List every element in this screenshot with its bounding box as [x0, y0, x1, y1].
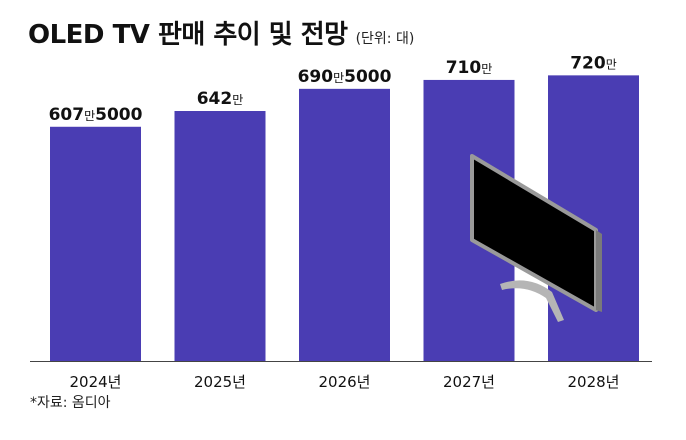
chart-title: OLED TV 판매 추이 및 전망	[28, 20, 348, 50]
x-tick-label-2: 2026년	[319, 373, 371, 391]
data-label-1: 642만	[197, 89, 244, 109]
x-tick-label-0: 2024년	[70, 373, 122, 391]
data-label-4: 720만	[570, 53, 617, 73]
tv-illustration	[470, 154, 602, 322]
x-tick-label-3: 2027년	[443, 373, 495, 391]
data-label-2: 690만5000	[298, 67, 392, 87]
tv-stand	[500, 280, 564, 322]
bar-2	[299, 88, 390, 362]
tv-bezel-side	[596, 230, 602, 312]
x-tick-label-4: 2028년	[568, 373, 620, 391]
data-label-3: 710만	[446, 58, 493, 78]
data-label-0: 607만5000	[49, 105, 143, 125]
source-note: *자료: 옴디아	[30, 395, 111, 411]
unit-note: (단위: 대)	[355, 31, 415, 47]
bar-1	[174, 111, 266, 361]
bar-0	[50, 126, 141, 362]
x-tick-label-1: 2025년	[194, 373, 246, 391]
chart-title-block: OLED TV 판매 추이 및 전망 (단위: 대)	[28, 14, 414, 51]
